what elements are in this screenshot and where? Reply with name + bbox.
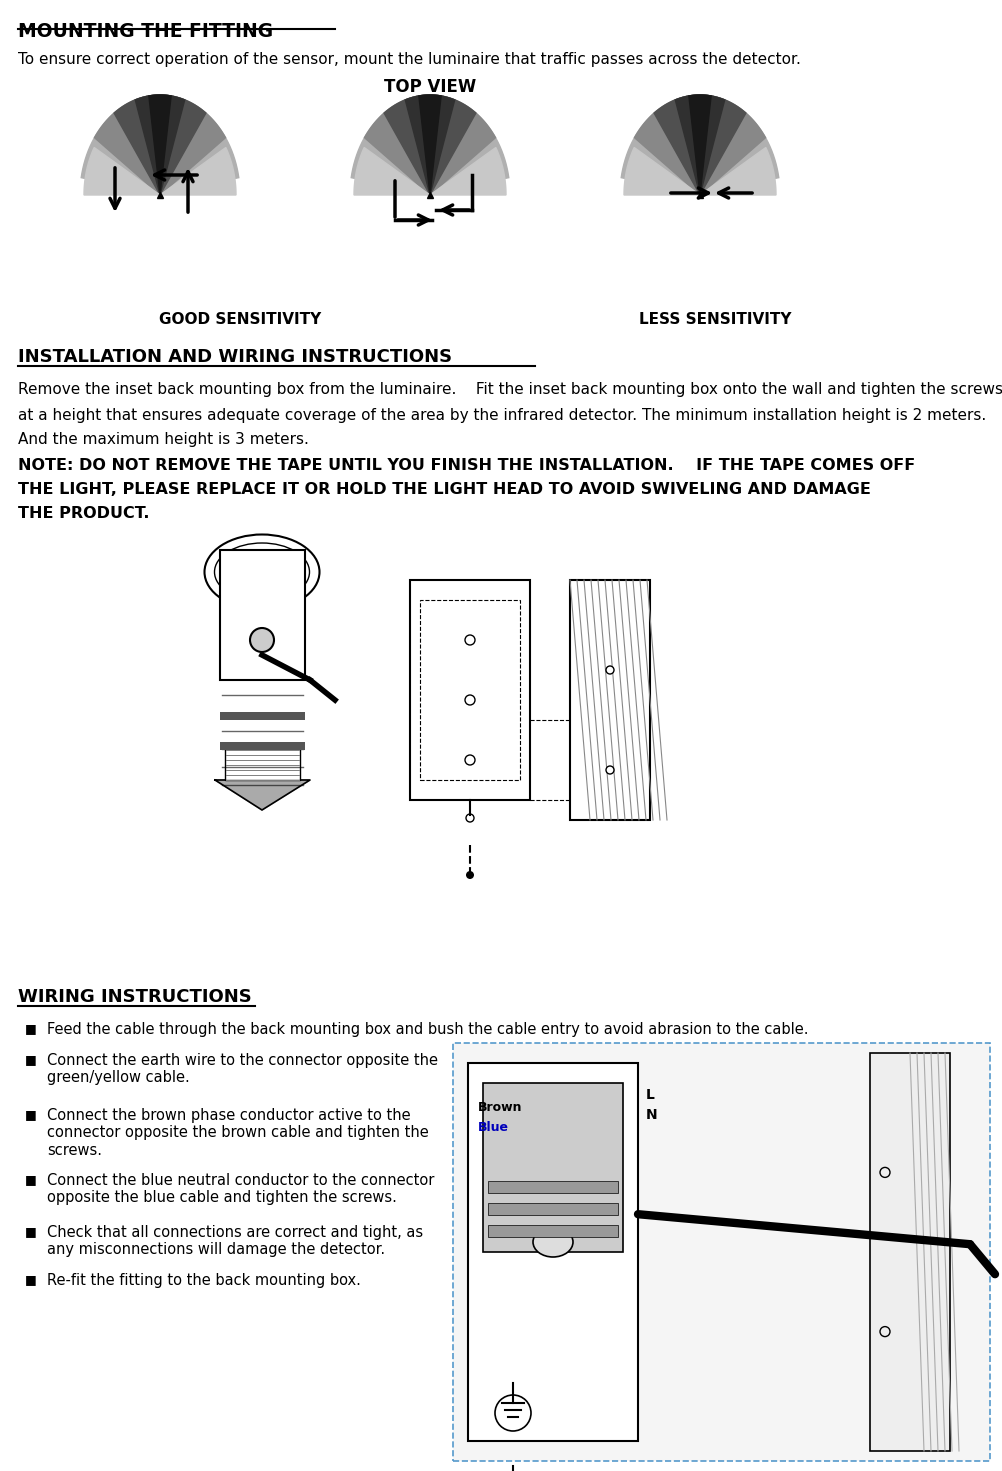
Text: ■: ■ bbox=[25, 1108, 37, 1121]
Text: Blue: Blue bbox=[478, 1121, 508, 1134]
Polygon shape bbox=[354, 147, 430, 196]
Bar bbox=[219, 712, 305, 719]
Polygon shape bbox=[364, 96, 495, 196]
Text: THE LIGHT, PLEASE REPLACE IT OR HOLD THE LIGHT HEAD TO AVOID SWIVELING AND DAMAG: THE LIGHT, PLEASE REPLACE IT OR HOLD THE… bbox=[18, 482, 870, 497]
Bar bbox=[488, 1203, 617, 1215]
Polygon shape bbox=[81, 96, 238, 196]
Text: at a height that ensures adequate coverage of the area by the infrared detector.: at a height that ensures adequate covera… bbox=[18, 407, 985, 424]
Polygon shape bbox=[620, 96, 778, 196]
Text: Connect the brown phase conductor active to the
connector opposite the brown cab: Connect the brown phase conductor active… bbox=[47, 1108, 428, 1158]
Ellipse shape bbox=[204, 534, 320, 609]
Text: ■: ■ bbox=[25, 1053, 37, 1066]
Text: Re-fit the fitting to the back mounting box.: Re-fit the fitting to the back mounting … bbox=[47, 1272, 361, 1289]
Circle shape bbox=[605, 766, 613, 774]
Text: INSTALLATION AND WIRING INSTRUCTIONS: INSTALLATION AND WIRING INSTRUCTIONS bbox=[18, 349, 452, 366]
Text: N: N bbox=[645, 1108, 657, 1122]
Circle shape bbox=[465, 635, 475, 644]
Polygon shape bbox=[634, 96, 765, 196]
Text: Brown: Brown bbox=[478, 1100, 522, 1114]
Text: TOP VIEW: TOP VIEW bbox=[384, 78, 476, 96]
Text: Connect the earth wire to the connector opposite the
green/yellow cable.: Connect the earth wire to the connector … bbox=[47, 1053, 438, 1086]
Polygon shape bbox=[699, 147, 776, 196]
Polygon shape bbox=[430, 147, 505, 196]
Polygon shape bbox=[674, 96, 724, 196]
Polygon shape bbox=[148, 96, 171, 196]
Text: Feed the cable through the back mounting box and bush the cable entry to avoid a: Feed the cable through the back mounting… bbox=[47, 1022, 808, 1037]
Text: Connect the blue neutral conductor to the connector
opposite the blue cable and : Connect the blue neutral conductor to th… bbox=[47, 1172, 434, 1205]
Text: ■: ■ bbox=[25, 1022, 37, 1036]
Text: ■: ■ bbox=[25, 1225, 37, 1239]
Bar bbox=[453, 1043, 989, 1461]
Text: NOTE: DO NOT REMOVE THE TAPE UNTIL YOU FINISH THE INSTALLATION.    IF THE TAPE C: NOTE: DO NOT REMOVE THE TAPE UNTIL YOU F… bbox=[18, 457, 915, 474]
Polygon shape bbox=[623, 147, 699, 196]
Polygon shape bbox=[84, 147, 160, 196]
Polygon shape bbox=[94, 96, 225, 196]
Bar bbox=[219, 741, 305, 750]
Bar bbox=[488, 1225, 617, 1237]
Text: GOOD SENSITIVITY: GOOD SENSITIVITY bbox=[158, 312, 321, 327]
Text: MOUNTING THE FITTING: MOUNTING THE FITTING bbox=[18, 22, 273, 41]
Polygon shape bbox=[384, 96, 475, 196]
Text: L: L bbox=[645, 1089, 654, 1102]
Polygon shape bbox=[160, 147, 235, 196]
Text: Check that all connections are correct and tight, as
any misconnections will dam: Check that all connections are correct a… bbox=[47, 1225, 423, 1258]
Bar bbox=[488, 1181, 617, 1193]
Text: WIRING INSTRUCTIONS: WIRING INSTRUCTIONS bbox=[18, 989, 252, 1006]
Polygon shape bbox=[405, 96, 454, 196]
Circle shape bbox=[466, 871, 474, 880]
Text: To ensure correct operation of the sensor, mount the luminaire that traffic pass: To ensure correct operation of the senso… bbox=[18, 51, 800, 68]
Text: ■: ■ bbox=[25, 1172, 37, 1186]
Bar bbox=[420, 600, 519, 780]
Text: And the maximum height is 3 meters.: And the maximum height is 3 meters. bbox=[18, 432, 309, 447]
Bar bbox=[468, 1064, 637, 1442]
Polygon shape bbox=[419, 96, 441, 196]
Polygon shape bbox=[114, 96, 205, 196]
Circle shape bbox=[465, 755, 475, 765]
Circle shape bbox=[249, 628, 274, 652]
Text: Remove the inset back mounting box from the luminaire.    Fit the inset back mou: Remove the inset back mounting box from … bbox=[18, 382, 1002, 397]
Polygon shape bbox=[351, 96, 508, 196]
Text: THE PRODUCT.: THE PRODUCT. bbox=[18, 506, 149, 521]
Bar bbox=[483, 1083, 622, 1252]
Circle shape bbox=[605, 666, 613, 674]
Text: ■: ■ bbox=[25, 1272, 37, 1286]
Polygon shape bbox=[135, 96, 184, 196]
Polygon shape bbox=[653, 96, 745, 196]
Bar bbox=[869, 1053, 949, 1450]
Bar bbox=[219, 550, 305, 680]
Bar bbox=[410, 580, 529, 800]
Bar bbox=[224, 744, 300, 780]
Polygon shape bbox=[688, 96, 710, 196]
Circle shape bbox=[465, 694, 475, 705]
Text: LESS SENSITIVITY: LESS SENSITIVITY bbox=[638, 312, 791, 327]
Polygon shape bbox=[214, 780, 310, 811]
Ellipse shape bbox=[532, 1227, 572, 1258]
Bar bbox=[569, 580, 649, 819]
